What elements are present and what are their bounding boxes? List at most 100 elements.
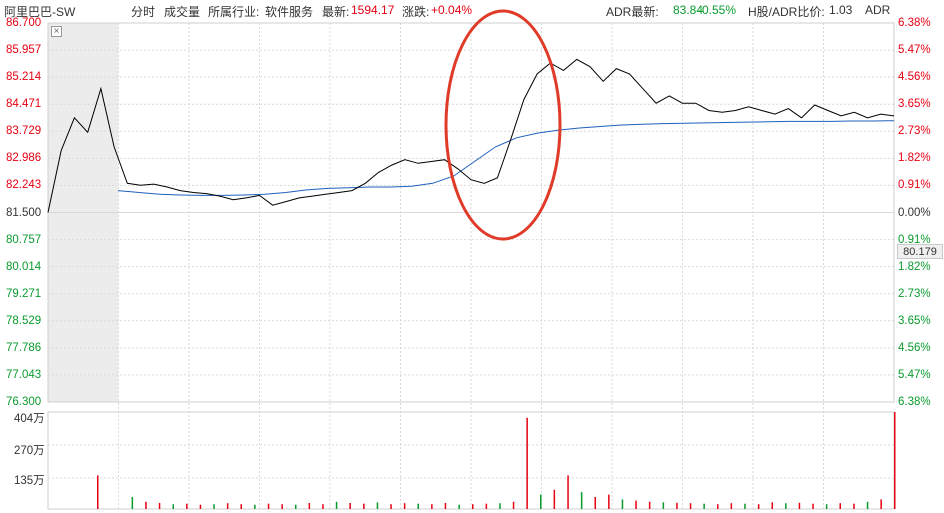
adr-label[interactable]: ADR [865, 3, 891, 17]
volume-bar [553, 489, 556, 509]
price-line [47, 58, 895, 213]
volume-bar [485, 503, 488, 509]
volume-bar [431, 504, 433, 509]
industry-value: 软件服务 [265, 5, 314, 19]
volume-bar [648, 501, 651, 509]
latest-label: 最新: [322, 5, 350, 19]
percent-tick: 4.56% [898, 341, 931, 354]
percent-tick: 6.38% [898, 17, 931, 29]
price-axis-left: 86.700 85.957 85.214 84.471 83.729 82.986 82.2… [0, 0, 48, 513]
latest-value: 1594.17 [351, 3, 395, 17]
volume-bar [295, 504, 297, 509]
volume-bar [676, 502, 678, 509]
volume-bar [853, 503, 855, 509]
volume-bar [730, 503, 733, 509]
percent-tick: 4.56% [898, 71, 931, 84]
crosshair-value-label: 80.179 [897, 244, 943, 259]
percent-tick: 3.65% [898, 98, 931, 111]
highlight-circle [444, 9, 562, 241]
industry-label: 所属行业: [208, 5, 260, 19]
change-value: +0.04% [431, 3, 473, 17]
volume-bar [363, 503, 365, 509]
percent-tick: 5.47% [898, 368, 931, 381]
volume-bar [512, 501, 515, 509]
volume-tick: 270万 [14, 445, 45, 457]
volume-bar [308, 503, 311, 509]
volume-bar [213, 504, 215, 509]
h-adr-ratio-label: H股/ADR比价: [748, 5, 825, 19]
price-tick: 84.471 [6, 98, 42, 111]
volume-bar [703, 503, 705, 509]
volume-bar [662, 502, 665, 509]
volume-bar [689, 503, 692, 509]
volume-bar [97, 475, 99, 509]
volume-bar [322, 504, 324, 509]
price-tick: 80.757 [6, 233, 42, 246]
price-tick: 83.729 [6, 125, 42, 138]
adr-latest-value: 83.84 [673, 3, 704, 17]
price-tick: 82.986 [6, 152, 42, 165]
price-tick: 79.271 [6, 287, 42, 300]
price-tick: 85.957 [6, 44, 42, 57]
volume-tick: 404万 [14, 413, 45, 425]
volume-bar [744, 503, 746, 509]
percent-tick: 0.91% [898, 233, 931, 246]
volume-bar [825, 504, 828, 509]
volume-bar [880, 499, 882, 509]
volume-bar [499, 503, 501, 509]
volume-bar [390, 504, 392, 509]
volume-bar [158, 503, 161, 509]
change-label: 涨跌: [402, 5, 430, 19]
close-icon[interactable]: × [51, 26, 62, 37]
price-tick: 76.300 [6, 396, 42, 408]
volume-bar [839, 503, 841, 509]
h-adr-ratio-value: 1.03 [829, 3, 853, 17]
tab-volume[interactable]: 成交量 [164, 5, 201, 19]
percent-tick: 0.91% [898, 179, 931, 192]
volume-bar [866, 501, 869, 509]
volume-bar [349, 503, 351, 509]
header-bar: 阿里巴巴-SW 分时 成交量 所属行业: 软件服务 最新: 1594.17 涨跌… [0, 0, 944, 20]
stock-name: 阿里巴巴-SW [4, 5, 76, 19]
price-tick: 77.786 [6, 341, 42, 354]
volume-bar [717, 504, 719, 509]
volume-bar [240, 504, 242, 509]
volume-bar [199, 504, 202, 509]
percent-tick: 5.47% [898, 44, 931, 57]
adr-latest-label: ADR最新: [606, 5, 659, 19]
percent-tick: 2.73% [898, 125, 931, 138]
percent-axis-right: 6.38% 5.47% 4.56% 3.65% 2.73% 1.82% 0.91% 0.00%… [896, 0, 944, 513]
price-tick: 77.043 [6, 368, 42, 381]
volume-bar [376, 502, 379, 509]
volume-bar [145, 501, 147, 509]
volume-bar [540, 494, 542, 509]
tab-minute[interactable]: 分时 [131, 5, 156, 19]
volume-bar [635, 500, 637, 509]
volume-bar [226, 503, 229, 509]
volume-bar [812, 503, 814, 509]
volume-bar [281, 504, 283, 509]
volume-bar [771, 502, 773, 509]
volume-bar [567, 475, 569, 509]
price-tick: 85.214 [6, 71, 42, 84]
price-tick: 80.014 [6, 260, 42, 273]
volume-bar [458, 504, 460, 509]
volume-tick: 135万 [14, 475, 45, 487]
volume-bar [798, 502, 801, 509]
volume-bar [267, 503, 270, 509]
volume-bar [621, 499, 624, 509]
volume-bar [580, 492, 583, 509]
volume-bar [131, 497, 134, 509]
volume-bar [417, 503, 419, 509]
percent-tick: 2.73% [898, 287, 931, 300]
volume-bar [594, 497, 596, 509]
price-tick: 86.700 [6, 17, 42, 29]
percent-tick: 0.00% [898, 206, 931, 219]
volume-bar [472, 504, 474, 509]
volume-bar [757, 504, 760, 509]
volume-bar [894, 412, 896, 509]
volume-bar [403, 503, 406, 509]
average-price-line [117, 120, 895, 196]
price-tick: 78.529 [6, 314, 42, 327]
